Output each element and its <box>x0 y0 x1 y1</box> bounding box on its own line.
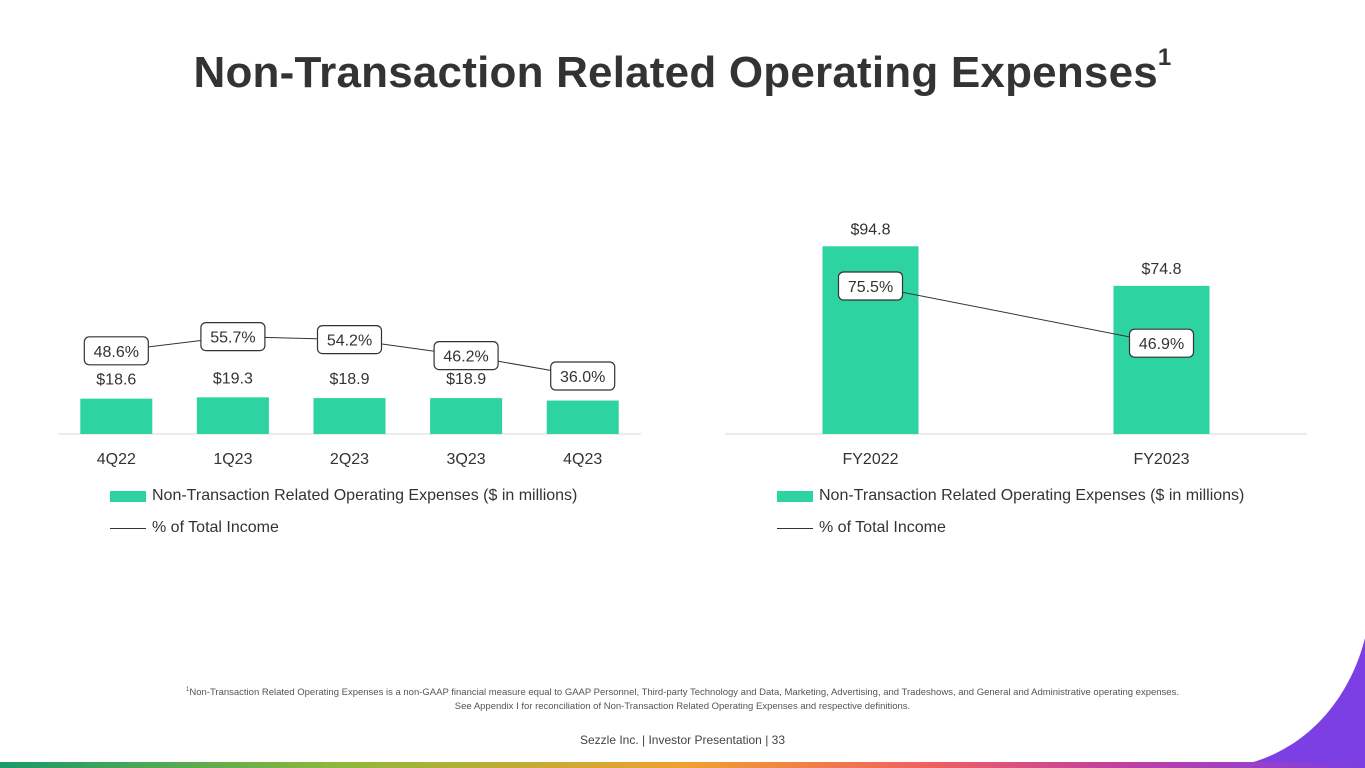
percent-point-box <box>200 322 266 352</box>
footnote: 1Non-Transaction Related Operating Expen… <box>40 683 1325 714</box>
legend-bar-label: Non-Transaction Related Operating Expens… <box>819 487 1245 504</box>
legend-bar-swatch <box>110 490 146 502</box>
bar-2q23 <box>313 398 386 434</box>
legend-item-bar: Non-Transaction Related Operating Expens… <box>777 480 1244 512</box>
bar-1q23 <box>196 397 269 434</box>
category-tick-label: 2Q23 <box>330 451 369 468</box>
percent-point-label: 55.7% <box>210 330 255 347</box>
footer-text: Sezzle Inc. | Investor Presentation | 33 <box>579 733 785 747</box>
percent-point-box <box>316 325 383 355</box>
footnote-line-1: 1Non-Transaction Related Operating Expen… <box>186 687 1179 698</box>
bar-fy2023 <box>1113 285 1210 434</box>
percent-point-label: 46.2% <box>443 349 488 366</box>
percent-point-box <box>550 361 616 391</box>
percent-line <box>870 285 1162 344</box>
footnote-line-2: See Appendix I for reconciliation of Non… <box>454 701 911 712</box>
percent-point-label: 46.9% <box>1139 336 1184 353</box>
percent-point-label: 75.5% <box>848 279 893 296</box>
corner-decoration <box>1225 638 1365 768</box>
bar-value-label: $94.8 <box>850 221 890 238</box>
percent-point-label: 48.6% <box>94 344 139 361</box>
bar-value-label: $19.3 <box>213 370 253 387</box>
bar-value-label: $74.8 <box>1141 261 1181 278</box>
legend-bar-swatch <box>777 490 813 502</box>
bar-3q23 <box>430 398 503 434</box>
legend-item-line: % of Total Income <box>777 512 1244 544</box>
percent-point-box <box>433 341 499 371</box>
quarterly-legend: Non-Transaction Related Operating Expens… <box>110 480 577 544</box>
percent-point-box <box>83 336 149 366</box>
percent-point-box <box>837 271 904 301</box>
legend-line-swatch <box>110 527 146 529</box>
legend-line-swatch <box>777 527 813 529</box>
legend-line-label: % of Total Income <box>152 519 279 536</box>
bar-value-label: $18.9 <box>446 371 486 388</box>
legend-bar-label: Non-Transaction Related Operating Expens… <box>152 487 578 504</box>
category-tick-label: FY2023 <box>1133 451 1189 468</box>
bar-value-label: $18.9 <box>329 371 369 388</box>
bottom-gradient-bar <box>0 762 1365 768</box>
category-tick-label: FY2022 <box>842 451 898 468</box>
legend-line-label: % of Total Income <box>819 519 946 536</box>
legend-item-bar: Non-Transaction Related Operating Expens… <box>110 480 577 512</box>
category-tick-label: 3Q23 <box>447 451 486 468</box>
footnote-marker: 1 <box>186 687 190 693</box>
bar-4q22 <box>80 398 153 434</box>
annual-legend: Non-Transaction Related Operating Expens… <box>777 480 1244 544</box>
bar-4q23 <box>546 400 619 434</box>
percent-point-label: 36.0% <box>560 369 605 386</box>
bar-value-label: $18.6 <box>96 372 136 389</box>
title-footnote-marker: 1 <box>1157 44 1172 71</box>
page-title: Non-Transaction Related Operating Expens… <box>193 44 1172 97</box>
percent-point-label: 54.2% <box>327 333 372 350</box>
percent-point-box <box>1128 328 1195 358</box>
category-tick-label: 1Q23 <box>213 451 252 468</box>
category-tick-label: 4Q23 <box>563 451 602 468</box>
category-tick-label: 4Q22 <box>97 451 136 468</box>
legend-item-line: % of Total Income <box>110 512 577 544</box>
